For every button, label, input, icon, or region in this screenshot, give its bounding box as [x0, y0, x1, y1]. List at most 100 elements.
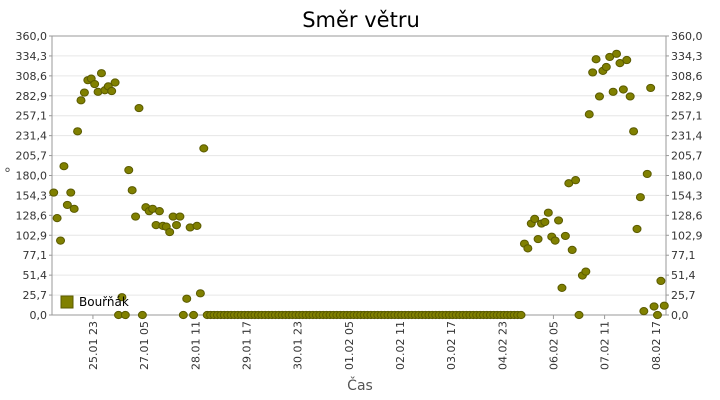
y-tick-label-right: 360,0 [671, 30, 703, 43]
data-point [639, 307, 649, 316]
data-point [574, 310, 584, 320]
y-tick-label: 25,7 [23, 289, 48, 302]
data-point [533, 234, 543, 244]
data-point [66, 188, 76, 197]
data-point [584, 110, 594, 119]
y-tick-label: 154,3 [16, 189, 48, 202]
data-point [154, 207, 164, 216]
y-tick-label: 231,4 [16, 130, 48, 143]
y-tick-label-right: 51,4 [671, 269, 696, 282]
data-point [124, 165, 134, 175]
data-point [117, 293, 127, 302]
x-tick-label: 02.02 11 [394, 321, 407, 370]
data-point [608, 87, 618, 96]
y-tick-label-right: 308,6 [671, 70, 703, 83]
data-point [581, 267, 591, 276]
data-point [56, 236, 66, 245]
y-tick-label: 257,1 [16, 110, 48, 123]
data-point [530, 214, 540, 223]
data-point [540, 217, 550, 227]
data-point [107, 86, 117, 96]
data-point [618, 85, 628, 94]
data-point [192, 221, 202, 230]
data-point [59, 162, 69, 171]
y-tick-label-right: 0,0 [671, 309, 689, 322]
data-point [571, 176, 581, 185]
data-point [523, 244, 533, 253]
y-tick-label: 128,6 [16, 209, 48, 222]
data-point [76, 96, 86, 105]
y-tick-label-right: 128,6 [671, 209, 703, 222]
data-point [612, 49, 622, 58]
data-point [62, 200, 72, 210]
data-point [96, 69, 106, 78]
data-point [635, 193, 645, 202]
x-tick-label: 06.02 05 [547, 321, 560, 370]
data-point [625, 92, 635, 101]
y-tick-label: 51,4 [23, 269, 48, 282]
data-point [632, 224, 642, 234]
data-point [560, 231, 570, 241]
series-bournak-points [49, 49, 669, 320]
data-point [175, 212, 185, 221]
y-tick-label-right: 257,1 [671, 110, 703, 123]
grid-lines [52, 35, 666, 316]
y-tick-label-right: 205,7 [671, 150, 703, 163]
y-tick-label: 308,6 [16, 70, 48, 83]
data-point [189, 310, 199, 320]
data-point [182, 294, 192, 303]
data-point [646, 83, 656, 93]
data-point [629, 127, 639, 136]
y-tick-label: 180,0 [16, 170, 48, 183]
x-tick-label: 27.01 05 [138, 321, 151, 370]
y-tick-label-right: 102,9 [671, 229, 703, 242]
y-tick-label: 102,9 [16, 229, 48, 242]
x-tick-label: 25.01 23 [87, 321, 100, 370]
data-point [554, 216, 564, 225]
chart-title: Směr větru [302, 8, 420, 32]
y-tick-label: 205,7 [16, 150, 48, 163]
data-point [165, 227, 175, 237]
data-point [120, 310, 130, 320]
x-axis-label: Čas [347, 376, 373, 394]
data-point [178, 310, 188, 320]
legend: Bouřňák [60, 295, 129, 309]
x-tick-label: 08.02 17 [650, 321, 663, 370]
data-point [52, 214, 62, 223]
legend-swatch-bournak [60, 295, 74, 309]
data-point [588, 68, 598, 77]
data-point [652, 310, 662, 320]
data-point [591, 55, 601, 64]
data-point [656, 276, 666, 285]
data-point [134, 103, 144, 113]
x-tick-label: 30.01 23 [292, 321, 305, 370]
data-point [199, 144, 209, 153]
y-tick-label: 282,9 [16, 90, 48, 103]
data-point [195, 289, 205, 298]
data-point [516, 310, 526, 320]
y-axis-label: ° [4, 166, 11, 182]
y-tick-label-right: 25,7 [671, 289, 696, 302]
data-point [127, 186, 137, 195]
x-tick-label: 04.02 23 [496, 321, 509, 370]
y-tick-label-right: 231,4 [671, 130, 703, 143]
data-point [172, 221, 182, 230]
data-point [550, 236, 560, 245]
data-point [557, 283, 567, 292]
x-tick-label: 28.01 11 [189, 321, 202, 370]
data-point [649, 302, 659, 311]
y-tick-label: 360,0 [16, 30, 48, 43]
y-tick-label-right: 77,1 [671, 249, 696, 262]
data-point [601, 62, 611, 72]
y-tick-label: 77,1 [23, 249, 48, 262]
legend-label-bournak: Bouřňák [79, 295, 129, 309]
y-tick-label: 0,0 [30, 309, 48, 322]
y-axis-right: 0,0 25,7 51,4 77,1 102,9 128,6 154,3 180,0 205,7… [666, 30, 703, 322]
x-axis: 25.01 23 27.01 05 28.01 11 29.01 17 30.01 23… [87, 315, 663, 370]
y-tick-label-right: 334,3 [671, 50, 703, 63]
x-tick-label: 07.02 11 [599, 321, 612, 370]
data-point [543, 208, 553, 217]
data-point [567, 245, 577, 254]
x-tick-label: 03.02 17 [445, 321, 458, 370]
